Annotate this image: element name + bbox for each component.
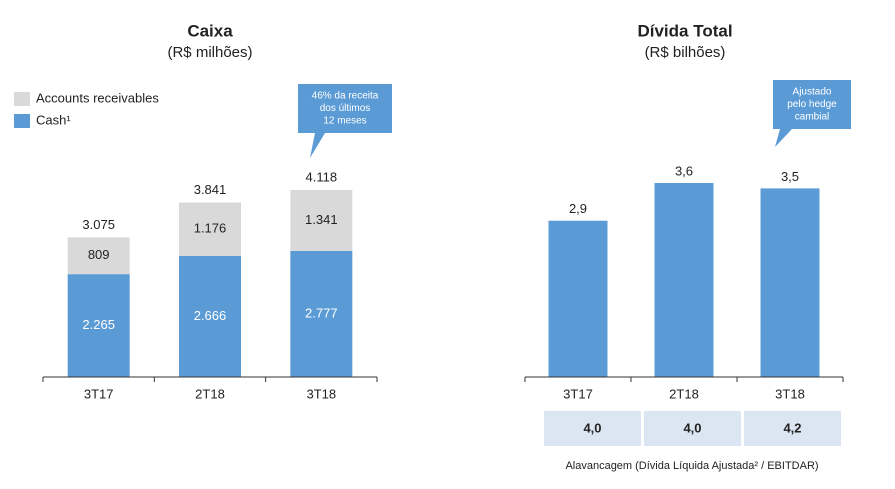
value-label: 809 [88, 247, 110, 262]
bar [548, 220, 608, 377]
annotation: dos últimos [320, 103, 371, 114]
chart-subtitle: (R$ milhões) [167, 44, 252, 61]
legend-label: Cash¹ [36, 112, 71, 127]
bar-segment [290, 250, 353, 377]
x-tick-label: 2T18 [669, 386, 699, 401]
total-label: 3.075 [82, 217, 115, 232]
leverage-cell [544, 411, 641, 446]
legend-swatch [14, 92, 30, 106]
legend-label: Accounts receivables [36, 90, 159, 105]
bar [760, 188, 820, 377]
total-label: 4.118 [306, 169, 338, 184]
value-label: 3,6 [675, 163, 693, 178]
value-label: 2.265 [82, 317, 115, 332]
chart-subtitle: (R$ bilhões) [645, 44, 726, 61]
callout [773, 80, 851, 147]
annotation: pelo hedge [787, 99, 837, 110]
leverage-value: 4,0 [683, 420, 701, 435]
annotation: 12 meses [323, 116, 366, 127]
annotation: cambial [795, 112, 829, 123]
x-tick-label: 3T18 [775, 386, 805, 401]
chart-title: Dívida Total [637, 21, 732, 40]
leverage-value: 4,2 [783, 420, 801, 435]
bar-segment [67, 274, 130, 377]
bar-segment [290, 190, 353, 251]
value-label: 2.666 [194, 308, 227, 323]
annotation: Ajustado [793, 87, 832, 98]
legend-swatch [14, 114, 30, 128]
x-tick-label: 3T17 [84, 386, 114, 401]
annotation: 46% da receita [312, 91, 379, 102]
bar [654, 183, 714, 377]
x-tick-label: 3T18 [307, 386, 337, 401]
value-label: 2.777 [305, 305, 338, 320]
leverage-cell [744, 411, 841, 446]
chart-title: Caixa [187, 21, 233, 40]
callout [298, 84, 392, 158]
value-label: 1.176 [194, 221, 227, 236]
total-label: 3.841 [194, 182, 227, 197]
x-tick-label: 2T18 [195, 386, 225, 401]
leverage-value: 4,0 [583, 420, 601, 435]
value-label: 2,9 [569, 201, 587, 216]
leverage-cell [644, 411, 741, 446]
bar-segment [179, 202, 241, 256]
leverage-caption: Alavancagem (Dívida Líquida Ajustada² / … [565, 460, 818, 472]
value-label: 3,5 [781, 169, 799, 184]
value-label: 1.341 [305, 212, 338, 227]
x-tick-label: 3T17 [563, 386, 593, 401]
bar-segment [179, 255, 241, 377]
bar-segment [67, 237, 130, 275]
